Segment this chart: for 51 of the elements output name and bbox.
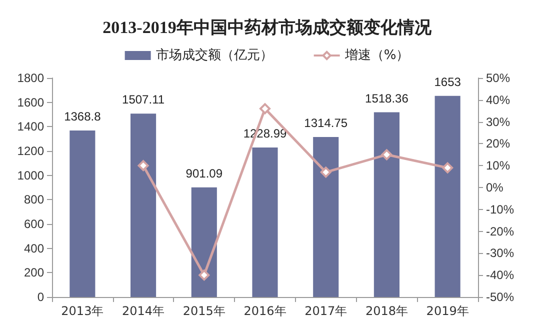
x-tick-label: 2015年 bbox=[182, 304, 226, 318]
y2-tick-label: -50% bbox=[486, 290, 514, 304]
y2-tick-label: 20% bbox=[486, 136, 510, 151]
data-label: 1368.8 bbox=[64, 109, 102, 124]
y-tick-label: 1000 bbox=[17, 168, 44, 182]
y2-tick-label: -30% bbox=[486, 246, 514, 260]
bar bbox=[374, 112, 400, 297]
bar bbox=[70, 130, 96, 297]
legend-label: 市场成交额（亿元） bbox=[156, 47, 273, 63]
y-tick-label: 400 bbox=[24, 241, 44, 256]
data-label: 1507.11 bbox=[122, 92, 165, 107]
x-tick-label: 2018年 bbox=[365, 304, 408, 318]
data-label: 1518.36 bbox=[365, 91, 409, 106]
data-label: 1314.75 bbox=[304, 116, 348, 130]
bar bbox=[434, 96, 460, 297]
y-tick-label: 1800 bbox=[17, 71, 44, 85]
bar bbox=[313, 137, 339, 297]
chart-title: 2013-2019年中国中药材市场成交额变化情况 bbox=[102, 18, 432, 37]
bar bbox=[252, 147, 278, 297]
y-tick-label: 200 bbox=[24, 266, 44, 280]
y-tick-label: 1600 bbox=[17, 95, 44, 110]
point bbox=[260, 103, 270, 114]
point bbox=[320, 166, 332, 178]
y-tick-label: 800 bbox=[24, 192, 44, 207]
y2-tick-label: 50% bbox=[486, 71, 510, 85]
y2-tick-label: 10% bbox=[486, 158, 510, 173]
data-label: 901.09 bbox=[186, 166, 223, 180]
bar bbox=[191, 187, 217, 297]
y-tick-label: 600 bbox=[24, 217, 44, 231]
x-tick-label: 2014年 bbox=[122, 304, 165, 318]
y2-tick-label: 40% bbox=[486, 92, 510, 107]
y2-tick-label: -20% bbox=[486, 224, 514, 238]
data-label: 1228.99 bbox=[243, 126, 288, 140]
y-tick-label: 0 bbox=[37, 290, 44, 304]
x-tick-label: 2016年 bbox=[244, 304, 286, 318]
point bbox=[381, 149, 392, 160]
y-tick-label: 1200 bbox=[17, 144, 44, 158]
point bbox=[442, 162, 454, 174]
bar bbox=[130, 114, 156, 297]
x-tick-label: 2019年 bbox=[426, 304, 469, 318]
y2-tick-label: 0% bbox=[486, 180, 504, 194]
y2-tick-label: 30% bbox=[486, 114, 510, 129]
x-tick-label: 2017年 bbox=[304, 304, 348, 318]
y2-tick-label: -10% bbox=[486, 202, 514, 216]
data-label: 1653 bbox=[434, 74, 462, 89]
y-tick-label: 1400 bbox=[17, 120, 44, 134]
x-tick-label: 2013年 bbox=[61, 304, 104, 318]
y2-tick-label: -40% bbox=[486, 268, 514, 282]
legend-label: 增速（%） bbox=[344, 48, 410, 63]
point bbox=[138, 160, 149, 172]
point bbox=[198, 270, 210, 281]
